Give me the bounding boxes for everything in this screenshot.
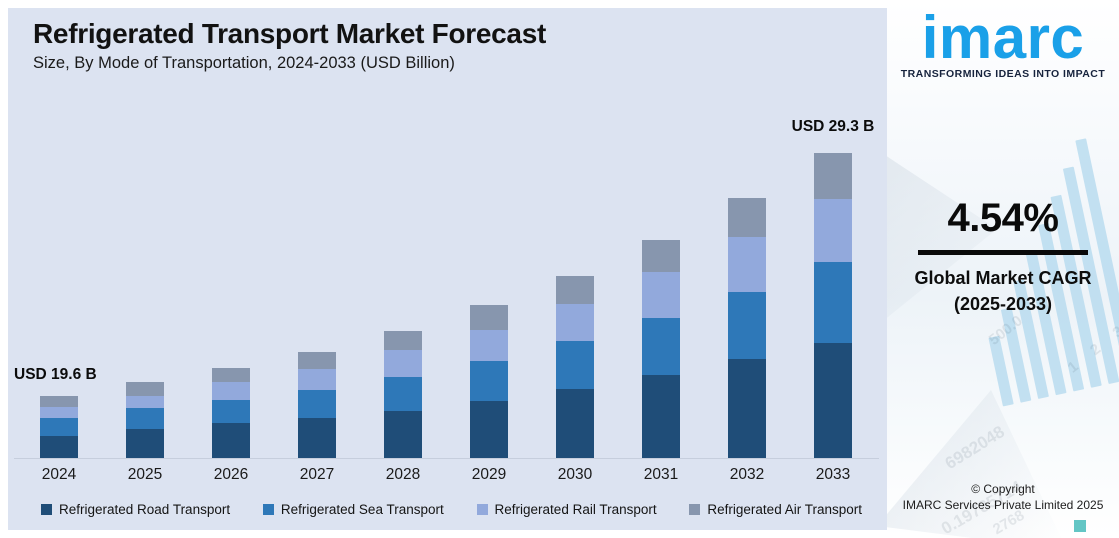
bar-segment [642, 375, 680, 458]
legend-swatch [41, 504, 52, 515]
bar-segment [212, 423, 250, 458]
copyright: © Copyright IMARC Services Private Limit… [887, 481, 1119, 513]
chart-title: Refrigerated Transport Market Forecast [33, 18, 546, 49]
bar-segment [728, 198, 766, 237]
copyright-line2: IMARC Services Private Limited 2025 [902, 498, 1104, 512]
legend: Refrigerated Road Transport Refrigerated … [8, 502, 887, 517]
bar-segment [384, 350, 422, 377]
bar-segment [212, 368, 250, 382]
bar-segment [384, 411, 422, 458]
legend-item: Refrigerated Sea Transport [262, 502, 444, 517]
imarc-logo: imarc TRANSFORMING IDEAS INTO IMPACT [887, 4, 1119, 81]
bar-segment [556, 276, 594, 304]
bar-segment [126, 396, 164, 408]
plot-area: 2024 2025 2026 2027 2028 2029 2030 2031 2032 2033 [8, 8, 887, 530]
x-tick-2024: 2024 [41, 466, 77, 483]
legend-item: Refrigerated Road Transport [41, 502, 230, 517]
cagr-label-line1: Global Market CAGR [914, 268, 1092, 288]
bar-2025 [126, 382, 164, 458]
chart-subtitle: Size, By Mode of Transportation, 2024-20… [33, 54, 455, 72]
bar-2026 [212, 368, 250, 458]
bar-segment [814, 199, 852, 262]
legend-item: Refrigerated Air Transport [689, 502, 862, 517]
bar-segment [814, 343, 852, 458]
bar-segment [126, 408, 164, 429]
bar-segment [298, 352, 336, 369]
bar-segment [384, 377, 422, 411]
x-tick-2031: 2031 [643, 466, 679, 483]
bar-segment [642, 318, 680, 375]
imarc-logo-text: imarc [921, 4, 1085, 71]
x-tick-2030: 2030 [557, 466, 593, 483]
bar-2031 [642, 240, 680, 458]
x-tick-2028: 2028 [385, 466, 421, 483]
imarc-logo-tagline: TRANSFORMING IDEAS INTO IMPACT [900, 68, 1106, 80]
cagr-underline [918, 250, 1088, 255]
legend-item: Refrigerated Rail Transport [476, 502, 657, 517]
decor-bar [988, 335, 1014, 407]
sidebar: 500.0 1 2 3 4 6982048 0.19785714 2768 im… [887, 0, 1119, 538]
watermark-text: 500.0 [985, 312, 1026, 349]
watermark-text: 6982048 [941, 421, 1008, 474]
x-tick-2033: 2033 [815, 466, 851, 483]
x-tick-2025: 2025 [127, 466, 163, 483]
cagr-value: 4.54% [947, 196, 1059, 240]
legend-label: Refrigerated Air Transport [707, 502, 862, 517]
bar-2024 [40, 396, 78, 458]
bar-segment [212, 400, 250, 423]
bar-segment [298, 390, 336, 418]
bar-segment [728, 237, 766, 292]
bar-segment [126, 382, 164, 396]
bar-segment [556, 341, 594, 389]
decor-diagonal-shape [887, 390, 1067, 538]
bar-segment [728, 359, 766, 458]
bar-2032 [728, 198, 766, 458]
legend-label: Refrigerated Sea Transport [280, 502, 444, 517]
bar-segment [212, 382, 250, 400]
decor-bar [1000, 307, 1032, 403]
decor-teal-square [1074, 520, 1086, 532]
bar-segment [814, 262, 852, 343]
value-label-2024: USD 19.6 B [14, 366, 97, 383]
bar-segment [40, 407, 78, 418]
value-label-2033: USD 29.3 B [791, 118, 875, 135]
bar-segment [556, 304, 594, 341]
bar-2029 [470, 305, 508, 458]
x-axis-baseline [14, 458, 879, 459]
bar-segment [298, 418, 336, 458]
chart-panel: Refrigerated Transport Market Forecast S… [8, 8, 887, 530]
x-tick-2029: 2029 [471, 466, 507, 483]
bar-segment [642, 240, 680, 272]
bar-segment [40, 396, 78, 407]
x-tick-2026: 2026 [213, 466, 249, 483]
copyright-line1: © Copyright [971, 482, 1035, 496]
bar-2027 [298, 352, 336, 458]
bar-segment [556, 389, 594, 458]
cagr-block: 4.54% Global Market CAGR (2025-2033) [887, 196, 1119, 317]
legend-label: Refrigerated Rail Transport [494, 502, 657, 517]
cagr-label-line2: (2025-2033) [953, 294, 1053, 314]
bar-segment [40, 418, 78, 436]
bar-2033 [814, 153, 852, 458]
bar-segment [298, 369, 336, 390]
bar-2030 [556, 276, 594, 458]
bar-2028 [384, 331, 422, 458]
bar-segment [814, 153, 852, 199]
legend-swatch [689, 504, 701, 515]
legend-label: Refrigerated Road Transport [59, 502, 231, 517]
legend-swatch [476, 504, 488, 515]
bar-segment [470, 401, 508, 458]
legend-swatch [262, 504, 274, 515]
bar-segment [384, 331, 422, 350]
bar-segment [470, 305, 508, 330]
bar-segment [642, 272, 680, 318]
bar-segment [470, 330, 508, 361]
x-tick-2032: 2032 [729, 466, 765, 483]
bar-segment [40, 436, 78, 458]
x-tick-2027: 2027 [299, 466, 335, 483]
bar-segment [126, 429, 164, 458]
bar-segment [728, 292, 766, 359]
bar-segment [470, 361, 508, 401]
